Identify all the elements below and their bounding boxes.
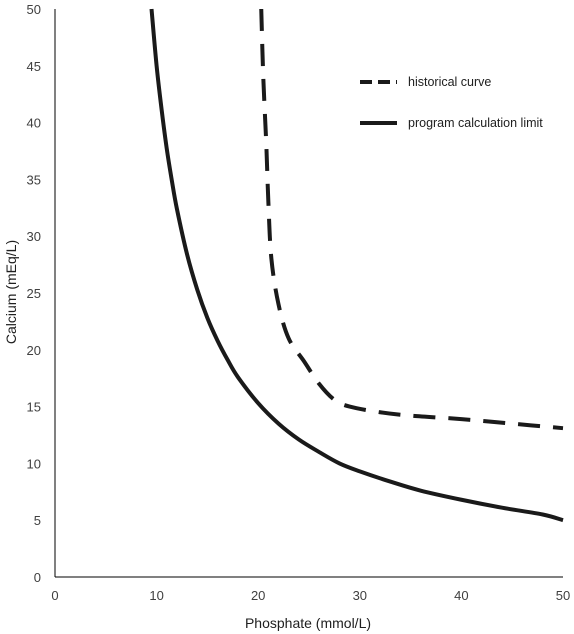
x-tick-label: 30 [353, 588, 367, 603]
series-layer [149, 8, 564, 523]
y-axis-label: Calcium (mEq/L) [3, 240, 19, 344]
axes [54, 9, 563, 578]
x-tick-label: 50 [556, 588, 570, 603]
y-tick-label: 5 [34, 513, 41, 528]
y-tick-label: 25 [27, 286, 41, 301]
y-tick-label: 40 [27, 116, 41, 131]
y-tick-label: 20 [27, 343, 41, 358]
legend-label-program-calculation-limit: program calculation limit [408, 116, 543, 130]
y-tick-label: 10 [27, 456, 41, 471]
y-tick-label: 35 [27, 172, 41, 187]
legend: historical curve program calculation limi… [360, 75, 543, 130]
y-tick-label: 15 [27, 400, 41, 415]
series-line-historical-curve [259, 8, 564, 431]
x-tick-label: 40 [454, 588, 468, 603]
y-tick-label: 0 [34, 570, 41, 585]
x-tick-label: 10 [149, 588, 163, 603]
x-tick-label: 20 [251, 588, 265, 603]
y-tick-label: 30 [27, 229, 41, 244]
y-tick-label: 50 [27, 2, 41, 17]
series-line-program-calculation-limit [149, 8, 564, 523]
x-tick-label: 0 [51, 588, 58, 603]
x-axis-label: Phosphate (mmol/L) [245, 615, 371, 631]
legend-label-historical-curve: historical curve [408, 75, 491, 89]
tick-labels: 0 10 20 30 40 50 0 5 10 15 20 25 30 35 40 45 50 [27, 2, 571, 603]
y-tick-label: 45 [27, 59, 41, 74]
